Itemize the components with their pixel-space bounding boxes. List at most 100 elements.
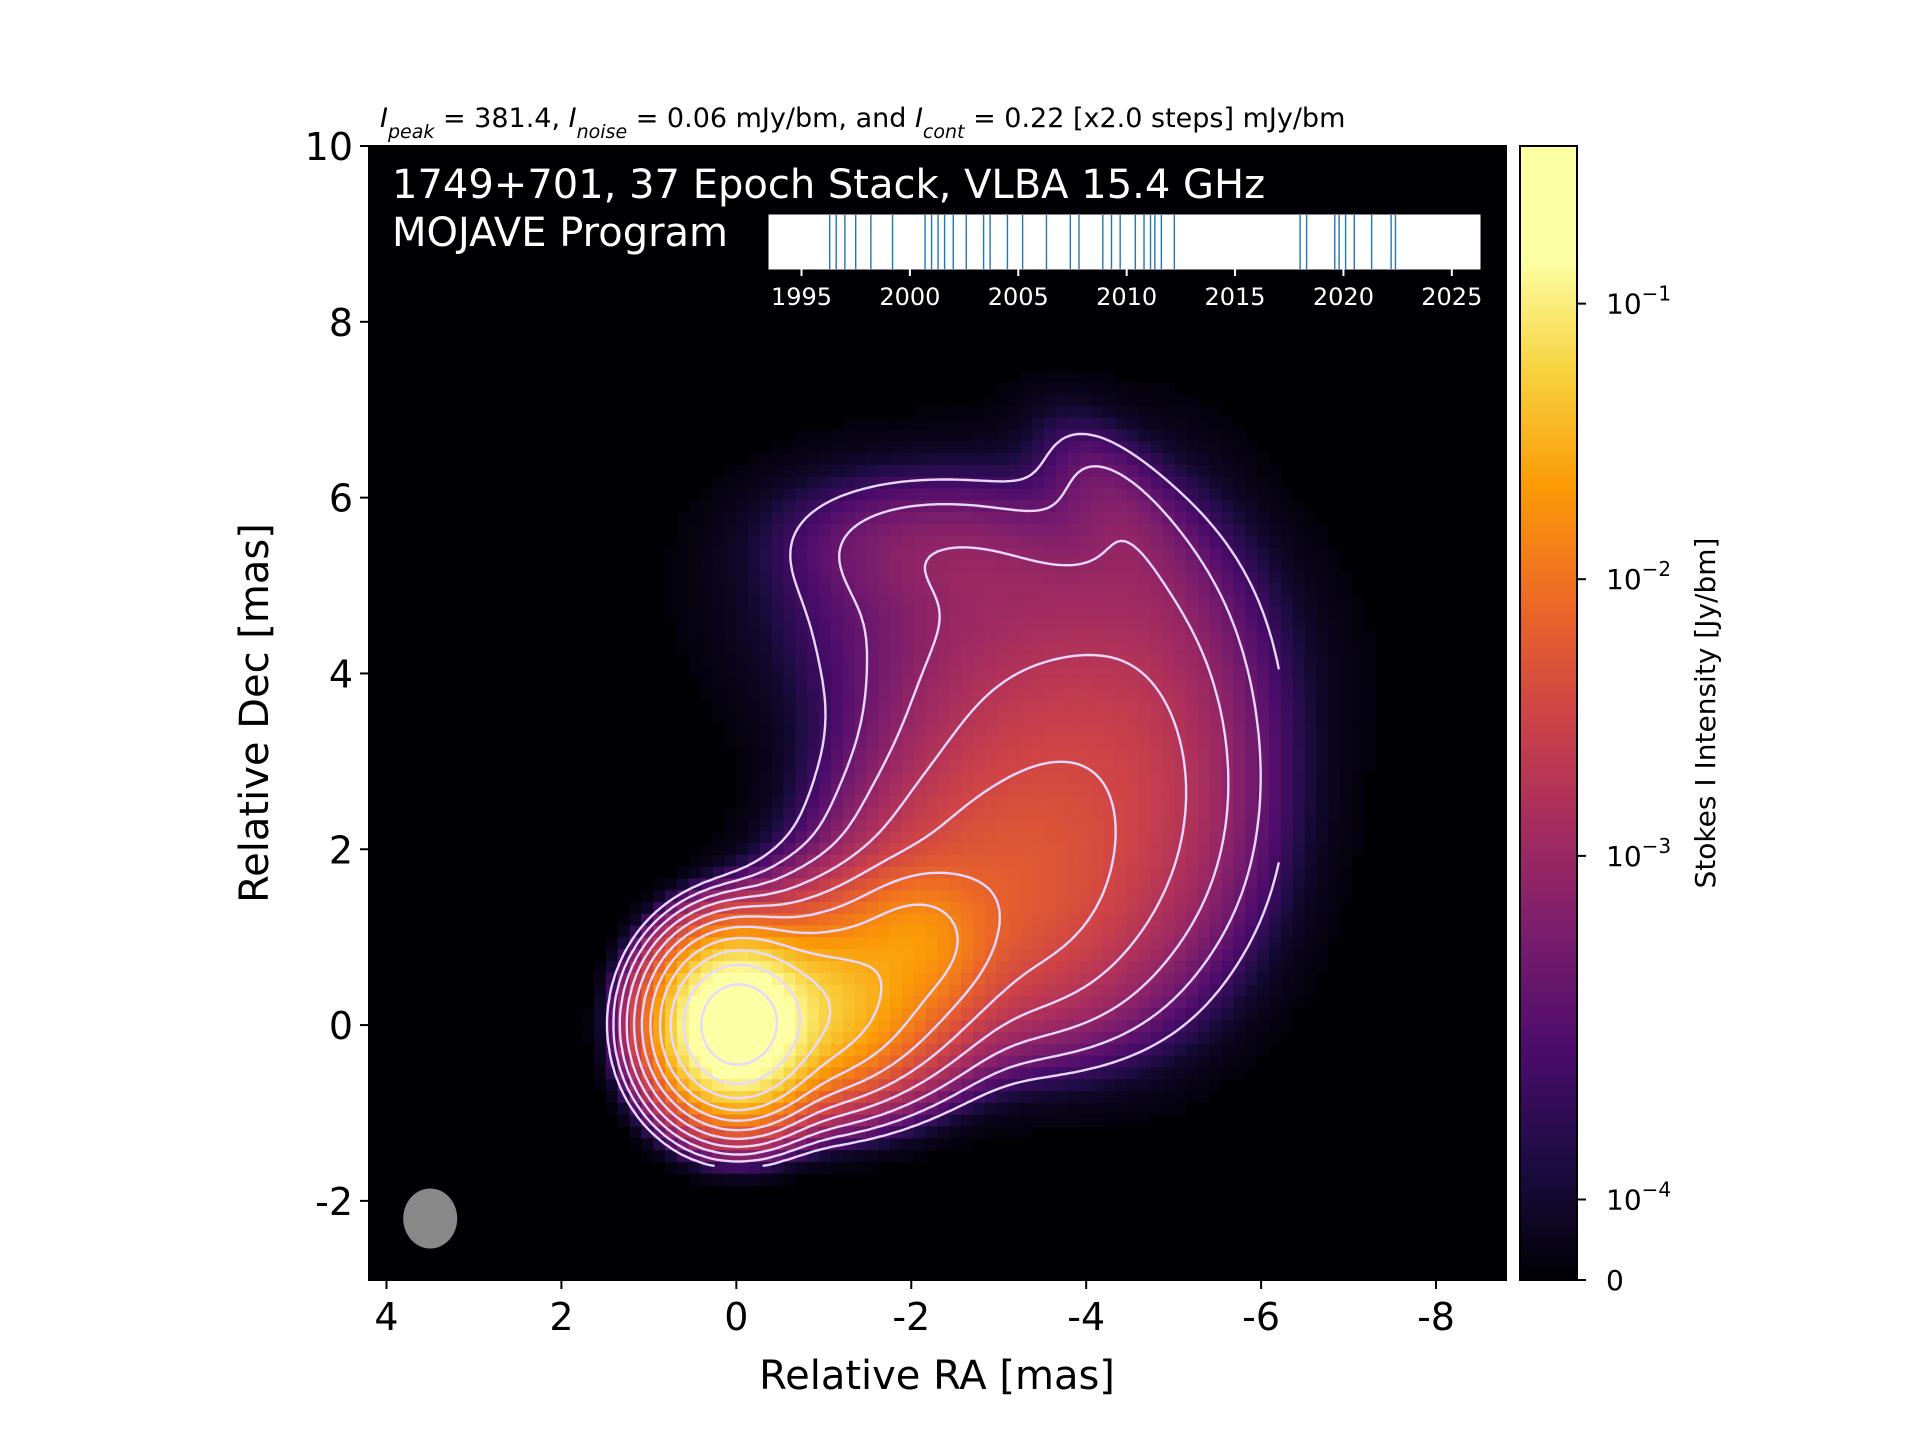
image-pixel: [866, 594, 879, 608]
image-pixel: [925, 559, 939, 572]
image-pixel: [582, 1008, 595, 1021]
image-pixel: [688, 1020, 702, 1033]
image-pixel: [1103, 831, 1116, 844]
image-pixel: [854, 795, 867, 809]
image-pixel: [996, 476, 1010, 490]
image-pixel: [1162, 441, 1175, 454]
image-pixel: [1340, 724, 1353, 738]
image-pixel: [973, 571, 986, 584]
image-pixel: [1257, 878, 1270, 891]
image-pixel: [1150, 1020, 1164, 1033]
image-pixel: [842, 689, 856, 702]
image-pixel: [890, 653, 903, 667]
image-pixel: [1020, 902, 1033, 915]
image-pixel: [1269, 807, 1282, 820]
image-pixel: [890, 913, 903, 927]
image-pixel: [1269, 701, 1282, 714]
image-pixel: [1055, 1031, 1069, 1045]
image-pixel: [1115, 854, 1128, 868]
image-pixel: [736, 689, 749, 702]
image-pixel: [1020, 772, 1033, 785]
image-pixel: [1174, 630, 1187, 643]
image-pixel: [1174, 500, 1187, 513]
image-pixel: [996, 996, 1010, 1009]
image-pixel: [1032, 783, 1045, 797]
image-pixel: [996, 583, 1010, 596]
image-pixel: [842, 653, 856, 667]
image-pixel: [961, 594, 974, 608]
image-pixel: [1198, 488, 1211, 501]
image-pixel: [1328, 642, 1341, 655]
image-pixel: [1174, 405, 1187, 419]
image-pixel: [1055, 878, 1069, 891]
image-pixel: [1103, 1102, 1116, 1116]
image-pixel: [1008, 630, 1021, 643]
image-pixel: [1352, 677, 1365, 690]
image-pixel: [961, 724, 974, 738]
image-pixel: [1091, 831, 1104, 844]
image-pixel: [1032, 512, 1045, 525]
image-pixel: [1138, 583, 1152, 596]
image-pixel: [1340, 618, 1353, 631]
image-pixel: [949, 1043, 962, 1057]
image-pixel: [1044, 795, 1057, 809]
image-pixel: [1221, 512, 1235, 525]
image-pixel: [1257, 1008, 1270, 1021]
image-pixel: [1221, 996, 1235, 1009]
image-pixel: [1044, 902, 1057, 915]
image-pixel: [1162, 760, 1175, 773]
image-pixel: [771, 689, 785, 702]
image-pixel: [1079, 583, 1092, 596]
image-pixel: [1316, 606, 1329, 620]
image-pixel: [1044, 890, 1057, 903]
image-pixel: [1162, 464, 1175, 478]
image-pixel: [724, 807, 737, 820]
image-pixel: [676, 547, 690, 560]
image-pixel: [961, 677, 974, 690]
image-pixel: [1138, 736, 1152, 749]
image-pixel: [1257, 996, 1270, 1009]
image-pixel: [1198, 996, 1211, 1009]
image-pixel: [1209, 1055, 1223, 1068]
image-pixel: [1304, 984, 1318, 998]
image-pixel: [736, 547, 749, 560]
image-pixel: [819, 1067, 832, 1080]
image-pixel: [759, 653, 773, 667]
image-pixel: [1198, 724, 1211, 738]
image-pixel: [807, 831, 820, 844]
image-pixel: [1162, 1079, 1175, 1092]
image-pixel: [783, 606, 796, 620]
image-pixel: [1067, 961, 1081, 974]
image-pixel: [913, 630, 927, 643]
image-pixel: [1103, 594, 1116, 608]
image-pixel: [913, 736, 927, 749]
image-pixel: [1138, 724, 1152, 738]
image-pixel: [925, 972, 939, 986]
image-pixel: [902, 831, 915, 844]
timeline-tick-label: 2015: [1205, 283, 1266, 311]
image-pixel: [1091, 512, 1104, 525]
image-pixel: [878, 453, 891, 466]
image-pixel: [890, 772, 903, 785]
image-pixel: [1127, 642, 1140, 655]
image-pixel: [1328, 807, 1341, 820]
image-pixel: [771, 736, 785, 749]
image-pixel: [1352, 594, 1365, 608]
image-pixel: [1233, 464, 1246, 478]
image-pixel: [1115, 1091, 1128, 1104]
image-pixel: [1209, 831, 1223, 844]
image-pixel: [1257, 819, 1270, 832]
image-pixel: [1103, 1020, 1116, 1033]
image-pixel: [842, 701, 856, 714]
image-pixel: [1103, 1114, 1116, 1127]
image-pixel: [842, 913, 856, 927]
image-pixel: [1209, 772, 1223, 785]
image-pixel: [961, 890, 974, 903]
image-pixel: [1008, 972, 1021, 986]
image-pixel: [1032, 772, 1045, 785]
image-pixel: [1138, 417, 1152, 431]
image-pixel: [1292, 902, 1306, 915]
image-pixel: [665, 606, 678, 620]
image-pixel: [807, 866, 820, 879]
image-pixel: [830, 961, 844, 974]
